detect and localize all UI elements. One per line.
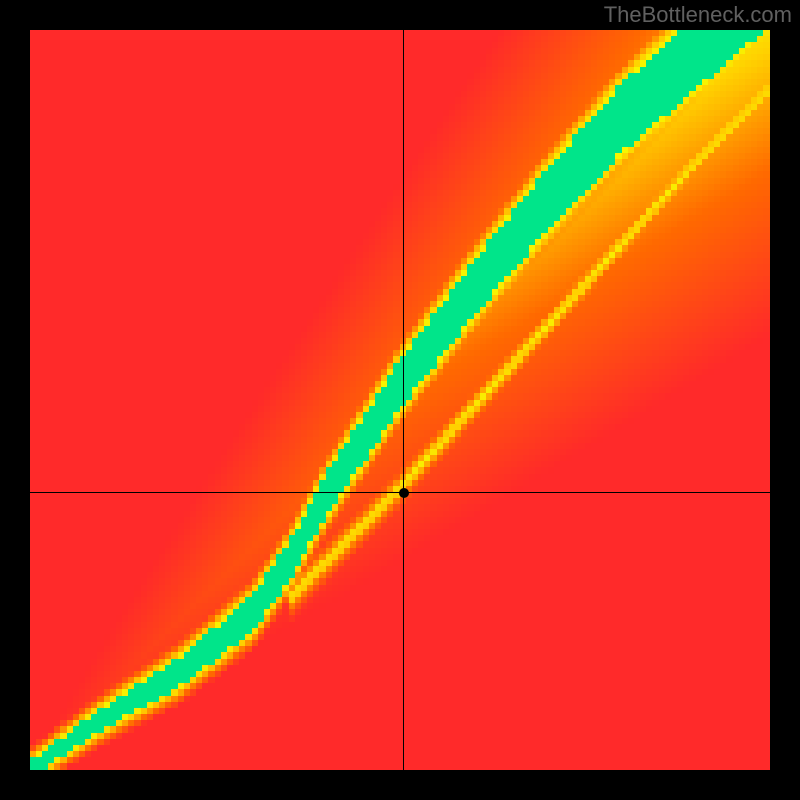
watermark-text: TheBottleneck.com: [604, 2, 792, 28]
crosshair-marker: [399, 488, 409, 498]
crosshair-vertical: [403, 30, 404, 770]
plot-frame: [0, 0, 800, 800]
heatmap-canvas: [30, 30, 770, 770]
chart-container: TheBottleneck.com: [0, 0, 800, 800]
